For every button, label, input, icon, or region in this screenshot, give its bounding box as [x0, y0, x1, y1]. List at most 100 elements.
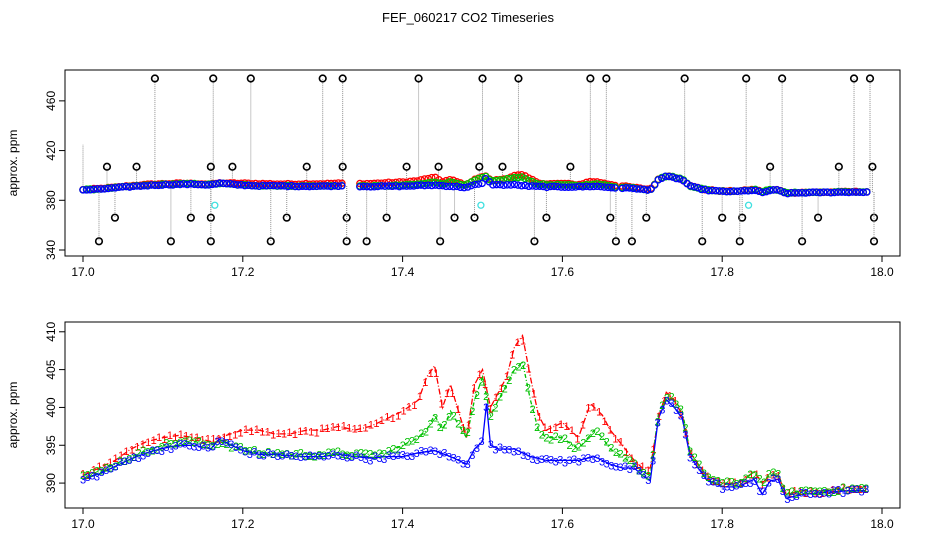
- outlier-point: [514, 74, 523, 83]
- series-marker-3: 3: [571, 454, 577, 466]
- series-point-3: [765, 186, 774, 195]
- series-marker-1: 1: [368, 419, 374, 431]
- series-marker-1: 1: [786, 488, 792, 500]
- series-marker-3: 3: [553, 456, 559, 468]
- series-marker-1: 1: [547, 424, 553, 436]
- series-point-3: [291, 182, 299, 191]
- series-marker-3: 3: [404, 451, 410, 463]
- series-marker-3: 3: [849, 484, 855, 496]
- series-marker-2: 2: [404, 437, 410, 449]
- series-marker-2: 2: [488, 411, 494, 423]
- series-marker-3: 3: [307, 450, 313, 462]
- series-point-3: [208, 180, 217, 189]
- series-marker-1: 1: [748, 469, 754, 481]
- outlier-point: [338, 162, 347, 171]
- series-marker-2: 2: [483, 391, 489, 403]
- series-marker-3: 3: [395, 450, 401, 462]
- series-marker-3: 3: [798, 488, 804, 500]
- series-marker-1: 1: [80, 469, 86, 481]
- series-marker-2: 2: [247, 445, 253, 457]
- series-point-3: [622, 183, 630, 192]
- series-point-3: [463, 183, 472, 191]
- series-marker-3: 3: [136, 453, 142, 465]
- series-marker-1: 1: [373, 418, 379, 430]
- bottom-y-tick-label: 405: [44, 359, 58, 379]
- series-marker-3: 3: [219, 436, 225, 448]
- series-marker-2: 2: [761, 477, 767, 489]
- series-line-2: [82, 360, 866, 496]
- series-marker-2: 2: [516, 362, 522, 374]
- top-y-tick-label: 380: [44, 190, 58, 210]
- series-marker-3: 3: [256, 450, 262, 462]
- series-point-3: [827, 188, 835, 197]
- series-marker-2: 2: [808, 485, 814, 497]
- series-point-3: [801, 189, 810, 197]
- series-marker-3: 3: [414, 448, 420, 460]
- series-point-3: [737, 187, 745, 195]
- series-marker-2: 2: [400, 440, 406, 452]
- series-point-3: [845, 188, 853, 197]
- series-marker-2: 2: [256, 448, 262, 460]
- series-marker-1: 1: [841, 482, 847, 494]
- series-point-3: [176, 180, 184, 189]
- series-point-3: [690, 182, 698, 191]
- series-marker-3: 3: [451, 453, 457, 465]
- series-marker-3: 3: [432, 446, 438, 458]
- series-point-3: [438, 181, 447, 190]
- series-marker-3: 3: [673, 405, 679, 417]
- series-point-3: [586, 182, 594, 191]
- series-point-3: [798, 188, 806, 197]
- series-marker-1: 1: [199, 434, 205, 446]
- series-point-3: [794, 189, 803, 197]
- series-marker-1: 1: [238, 427, 244, 439]
- series-marker-2: 2: [136, 447, 142, 459]
- series-marker-3: 3: [534, 455, 540, 467]
- series-point-3: [740, 186, 749, 195]
- series-marker-3: 3: [173, 441, 179, 453]
- outlier-point: [475, 162, 484, 171]
- series-marker-3: 3: [187, 440, 193, 452]
- series-point-3: [187, 180, 195, 188]
- series-marker-3: 3: [645, 475, 651, 487]
- series-point-3: [100, 185, 109, 193]
- series-point-3: [158, 181, 166, 189]
- series-marker-3: 3: [863, 484, 869, 496]
- series-marker-2: 2: [469, 406, 475, 418]
- series-marker-3: 3: [330, 449, 336, 461]
- series-point-3: [514, 181, 522, 189]
- series-marker-3: 3: [808, 489, 814, 501]
- series-point-3: [420, 181, 429, 190]
- series-point-3: [136, 182, 145, 190]
- top-x-tick-label: 17.4: [391, 265, 415, 279]
- series-point-3: [611, 184, 619, 192]
- series-marker-3: 3: [265, 447, 271, 459]
- series-marker-2: 2: [363, 448, 369, 460]
- series-marker-3: 3: [743, 478, 749, 490]
- outlier-point: [742, 74, 751, 83]
- series-marker-2: 2: [358, 447, 364, 459]
- series-marker-2: 2: [196, 435, 202, 447]
- series-marker-2: 2: [94, 466, 100, 478]
- series-marker-3: 3: [238, 444, 244, 456]
- series-point-3: [330, 181, 339, 190]
- series-point-3: [593, 182, 601, 191]
- series-point-3: [327, 182, 335, 191]
- series-marker-3: 3: [224, 437, 230, 449]
- series-point-3: [791, 189, 799, 197]
- series-marker-3: 3: [446, 451, 452, 463]
- series-point-3: [147, 181, 156, 189]
- series-point-3: [474, 180, 483, 188]
- series-point-3: [424, 181, 432, 189]
- series-marker-1: 1: [265, 427, 271, 439]
- bottom-x-tick-label: 18.0: [870, 517, 894, 531]
- series-marker-1: 1: [205, 434, 211, 446]
- series-point-3: [377, 182, 386, 190]
- top-x-tick-label: 17.2: [231, 265, 255, 279]
- series-marker-3: 3: [580, 453, 586, 465]
- series-marker-3: 3: [321, 452, 327, 464]
- outlier-point: [282, 213, 291, 222]
- series-marker-3: 3: [149, 445, 155, 457]
- outlier-point: [869, 237, 879, 246]
- series-marker-3: 3: [122, 456, 128, 468]
- series-marker-2: 2: [585, 433, 591, 445]
